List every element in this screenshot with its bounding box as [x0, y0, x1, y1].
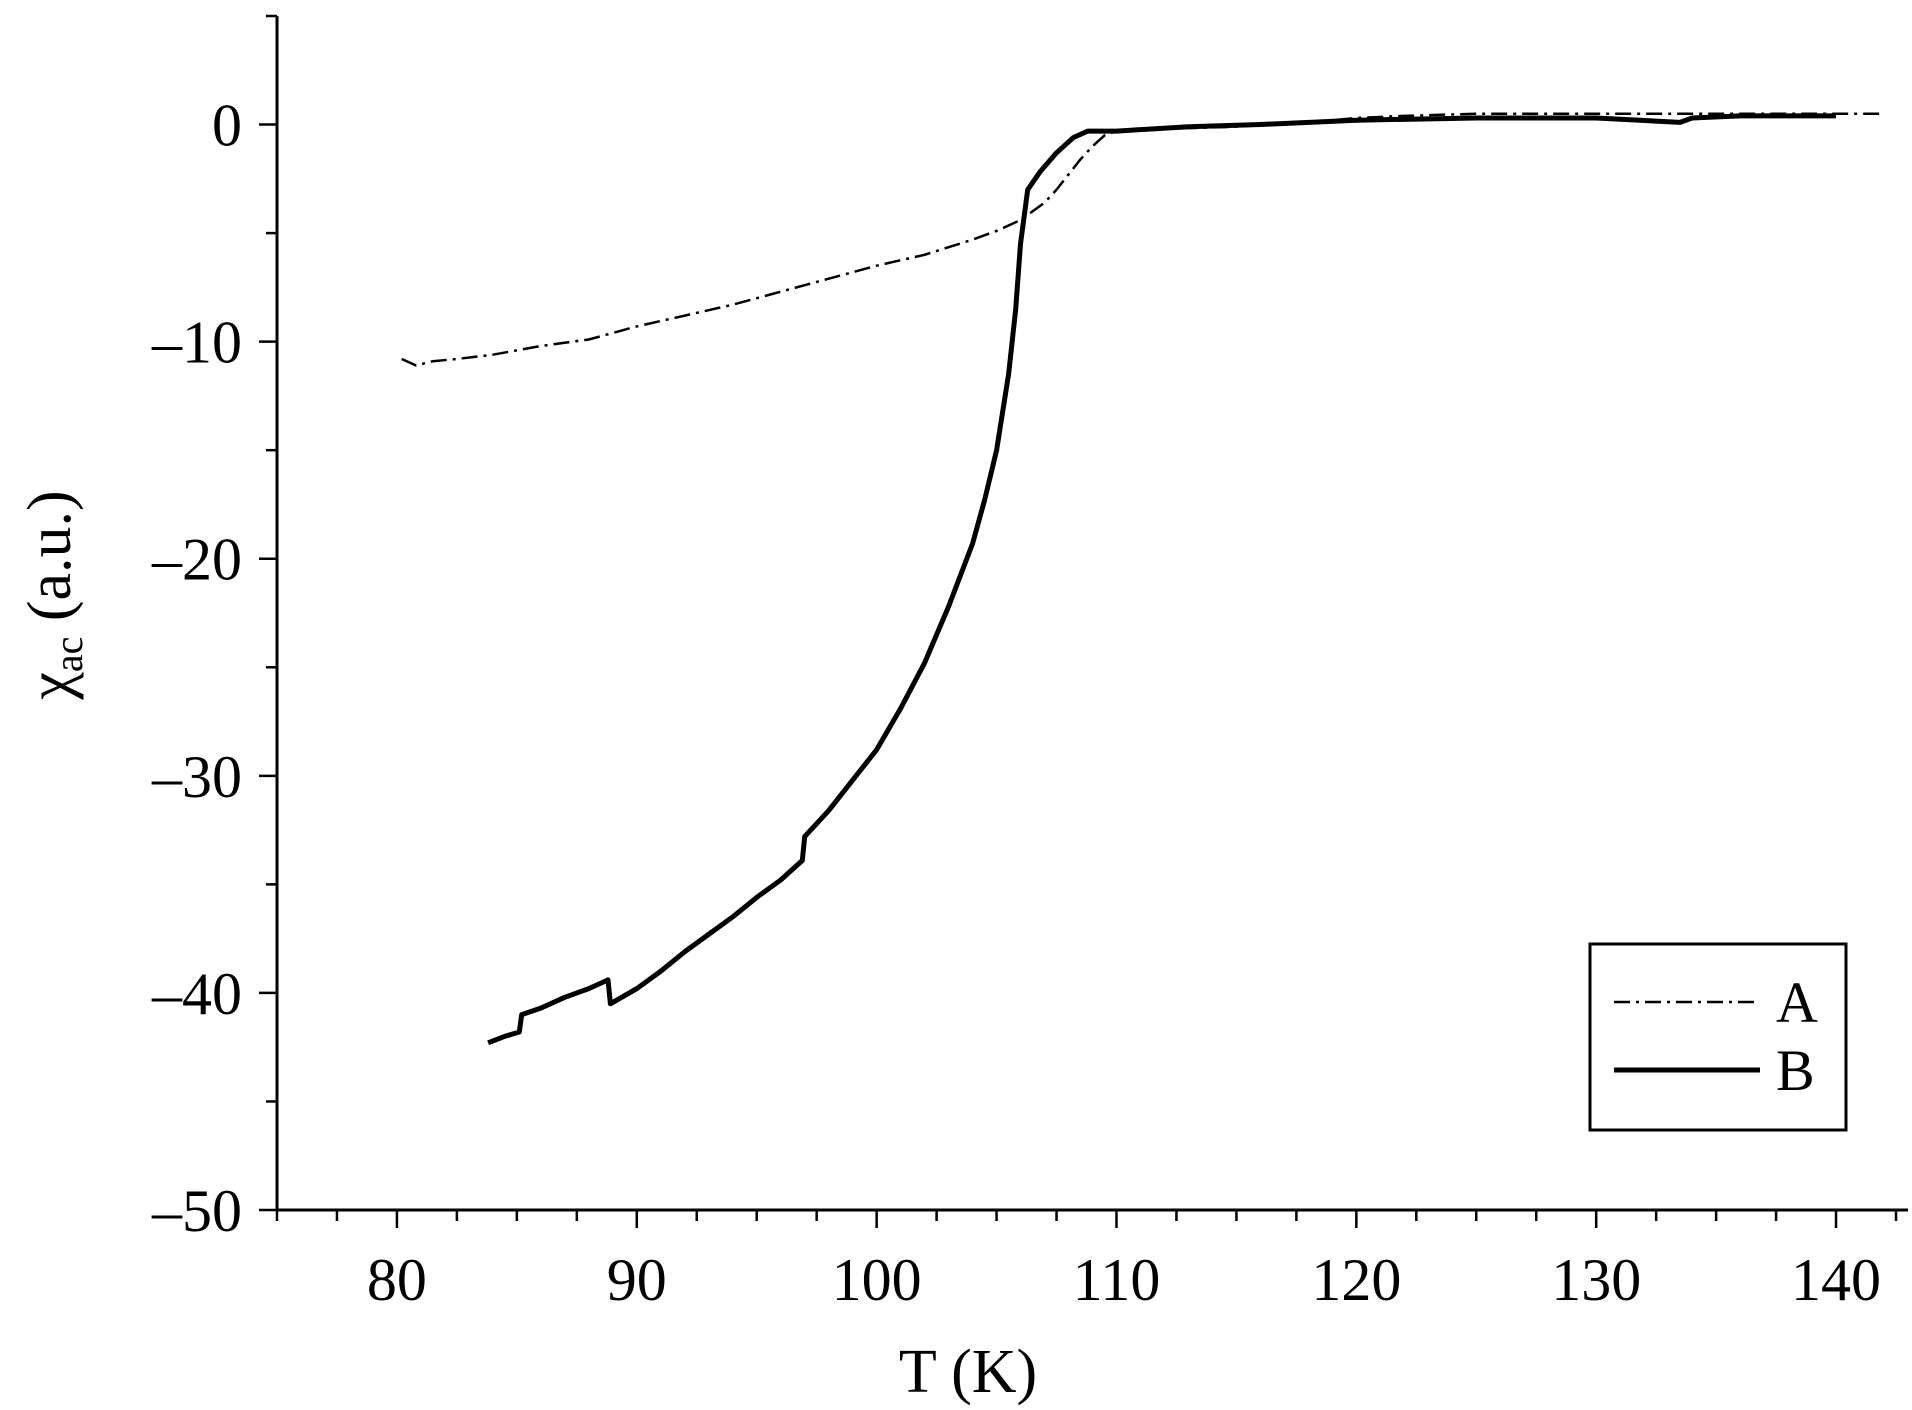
y-tick-label: –50 [151, 1178, 242, 1244]
x-tick-label: 120 [1311, 1247, 1401, 1313]
y-axis-title: χac (a.u.) [16, 490, 91, 700]
series-line-b [487, 113, 1836, 1046]
y-tick-label: –20 [151, 527, 242, 593]
x-tick-label: 140 [1791, 1247, 1881, 1313]
x-tick-label: 130 [1551, 1247, 1641, 1313]
x-tick-label: 90 [607, 1247, 667, 1313]
legend-label-a: A [1776, 970, 1818, 1035]
y-axis-title-unit: (a.u.) [16, 490, 84, 636]
legend-label-b: B [1776, 1038, 1815, 1103]
y-tick-label: –40 [151, 961, 242, 1027]
x-tick-label: 100 [832, 1247, 922, 1313]
x-axis-title: T (K) [899, 1338, 1037, 1406]
x-tick-label: 110 [1073, 1247, 1161, 1313]
series-line-a [401, 112, 1884, 367]
y-tick-label: –10 [151, 310, 242, 376]
y-axis-title-subscript: ac [46, 637, 91, 673]
legend-box [1588, 942, 1848, 1132]
y-tick-label: –30 [151, 744, 242, 810]
x-tick-label: 80 [367, 1247, 427, 1313]
y-tick-label: 0 [212, 93, 242, 159]
legend: A B [1588, 942, 1848, 1132]
y-axis-title-symbol: χ [16, 672, 84, 701]
